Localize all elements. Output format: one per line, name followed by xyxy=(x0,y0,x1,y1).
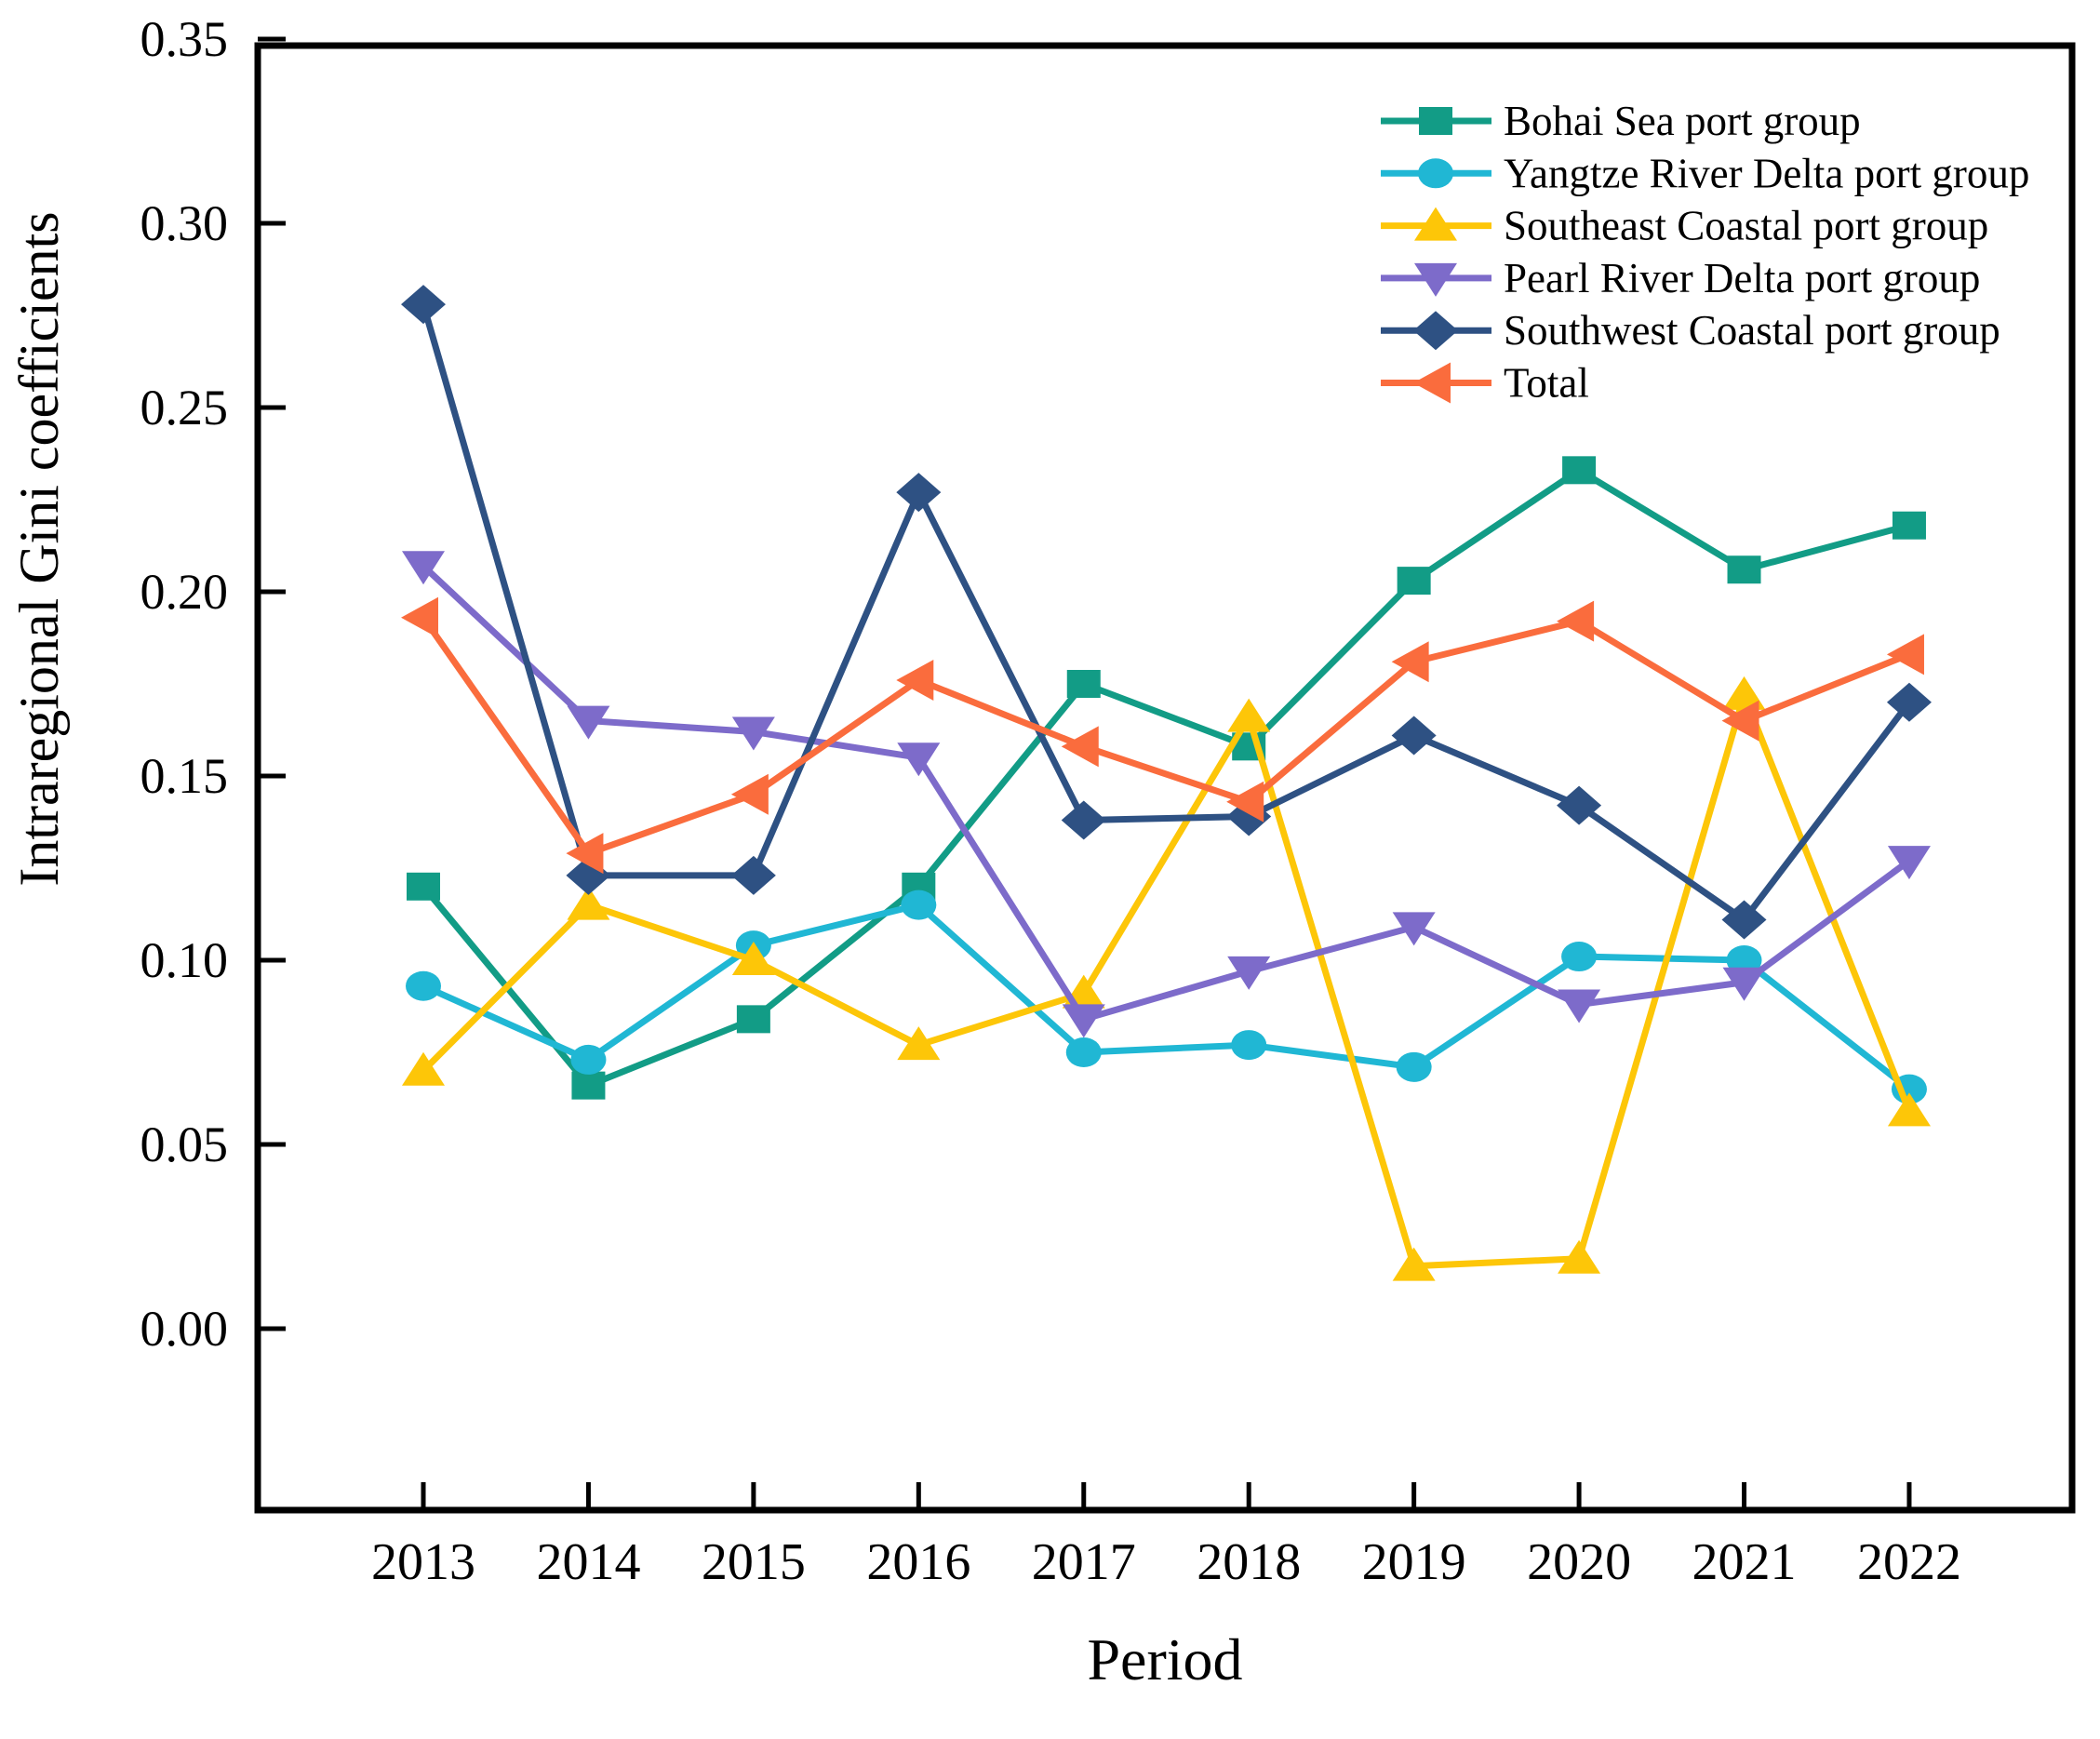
marker-triangle-left xyxy=(1557,600,1595,642)
legend-label: Southwest Coastal port group xyxy=(1504,307,2000,354)
marker-triangle-down xyxy=(1887,846,1931,880)
marker-triangle-up xyxy=(1414,207,1457,241)
marker-circle xyxy=(1396,1051,1432,1082)
y-tick-label: 0.10 xyxy=(140,932,229,988)
marker-triangle-down xyxy=(1414,262,1457,297)
y-tick-label: 0.20 xyxy=(140,564,229,620)
series-line xyxy=(420,303,1912,923)
marker-diamond xyxy=(1886,682,1932,722)
marker-diamond xyxy=(1061,800,1106,840)
series-line xyxy=(421,691,1913,1270)
marker-diamond xyxy=(1557,785,1602,825)
legend-label: Southeast Coastal port group xyxy=(1504,203,1988,249)
legend-label: Yangtze River Delta port group xyxy=(1504,150,2029,196)
legend-label: Bohai Sea port group xyxy=(1504,98,1861,144)
marker-diamond xyxy=(896,473,942,513)
marker-triangle-left xyxy=(566,833,604,875)
x-tick-label: 2014 xyxy=(536,1533,640,1591)
marker-square xyxy=(1066,670,1101,698)
marker-triangle-down xyxy=(1227,956,1271,990)
y-tick-label: 0.05 xyxy=(140,1117,229,1172)
marker-square xyxy=(1562,456,1597,485)
marker-triangle-down xyxy=(731,716,775,751)
y-tick-label: 0.15 xyxy=(140,748,229,804)
plot-area: 0.00 0.05 0.10 0.15 0.20 0.25 0.30 0.35 2013 2014… xyxy=(140,11,2076,1591)
marker-circle xyxy=(570,1044,607,1075)
marker-triangle-up xyxy=(1722,676,1766,710)
marker-triangle-up xyxy=(1227,698,1271,732)
marker-circle xyxy=(901,890,937,920)
marker-triangle-up xyxy=(567,886,610,920)
marker-triangle-down xyxy=(1062,1004,1105,1038)
marker-triangle-left xyxy=(1391,641,1429,683)
marker-triangle-left xyxy=(1226,781,1264,823)
marker-circle xyxy=(1418,158,1453,189)
marker-triangle-left xyxy=(401,596,438,638)
series-line xyxy=(421,615,1911,857)
x-tick-label: 2017 xyxy=(1032,1533,1136,1591)
marker-diamond xyxy=(1391,716,1437,756)
marker-triangle-up xyxy=(1392,1247,1436,1281)
marker-triangle-up xyxy=(731,942,775,975)
marker-triangle-down xyxy=(1392,912,1436,946)
marker-triangle-down xyxy=(1558,989,1601,1023)
series-line xyxy=(421,563,1912,1023)
x-tick-label: 2016 xyxy=(866,1533,970,1591)
marker-diamond xyxy=(730,855,776,895)
legend-label: Total xyxy=(1504,360,1589,407)
y-tick-label: 0.35 xyxy=(140,11,229,67)
marker-triangle-left xyxy=(730,773,769,815)
x-tick-label: 2019 xyxy=(1362,1533,1466,1591)
marker-circle xyxy=(1065,1037,1102,1067)
x-tick-label: 2021 xyxy=(1692,1533,1797,1591)
marker-square xyxy=(736,1005,770,1034)
marker-triangle-down xyxy=(897,742,941,777)
x-tick-label: 2018 xyxy=(1197,1533,1301,1591)
x-tick-label: 2020 xyxy=(1527,1533,1631,1591)
y-tick-label: 0.00 xyxy=(140,1301,229,1357)
marker-triangle-up xyxy=(1887,1092,1931,1127)
marker-circle xyxy=(406,970,441,1001)
marker-square xyxy=(1892,511,1926,540)
marker-square xyxy=(1397,567,1431,595)
marker-diamond xyxy=(401,285,446,325)
marker-circle xyxy=(1561,942,1598,972)
x-tick-label: 2015 xyxy=(702,1533,806,1591)
x-axis-title: Period xyxy=(1087,1626,1242,1692)
marker-triangle-up xyxy=(897,1026,941,1061)
series-line xyxy=(421,902,1912,1092)
marker-triangle-down xyxy=(1722,967,1766,1001)
marker-triangle-up xyxy=(1558,1239,1601,1274)
y-tick-label: 0.30 xyxy=(140,195,229,251)
marker-square xyxy=(1419,107,1452,135)
marker-square xyxy=(571,1071,606,1100)
marker-triangle-up xyxy=(402,1051,445,1086)
marker-diamond xyxy=(1413,311,1458,351)
y-tick-label: 0.25 xyxy=(140,380,229,435)
marker-triangle-left xyxy=(1721,700,1759,742)
marker-square xyxy=(407,872,440,901)
x-tick-label: 2013 xyxy=(371,1533,475,1591)
legend-label: Pearl River Delta port group xyxy=(1504,255,1980,301)
marker-triangle-left xyxy=(1413,362,1451,404)
marker-diamond xyxy=(1721,900,1767,940)
series-line xyxy=(421,466,1910,1090)
y-axis-title: Intraregional Gini coefficients xyxy=(8,211,70,886)
marker-triangle-down xyxy=(567,705,610,740)
marker-circle xyxy=(1231,1030,1267,1061)
marker-triangle-left xyxy=(896,660,934,702)
marker-triangle-left xyxy=(1061,726,1099,768)
marker-triangle-left xyxy=(1886,634,1924,676)
x-tick-label: 2022 xyxy=(1857,1533,1961,1591)
marker-square xyxy=(1727,555,1761,584)
marker-triangle-down xyxy=(402,551,445,585)
